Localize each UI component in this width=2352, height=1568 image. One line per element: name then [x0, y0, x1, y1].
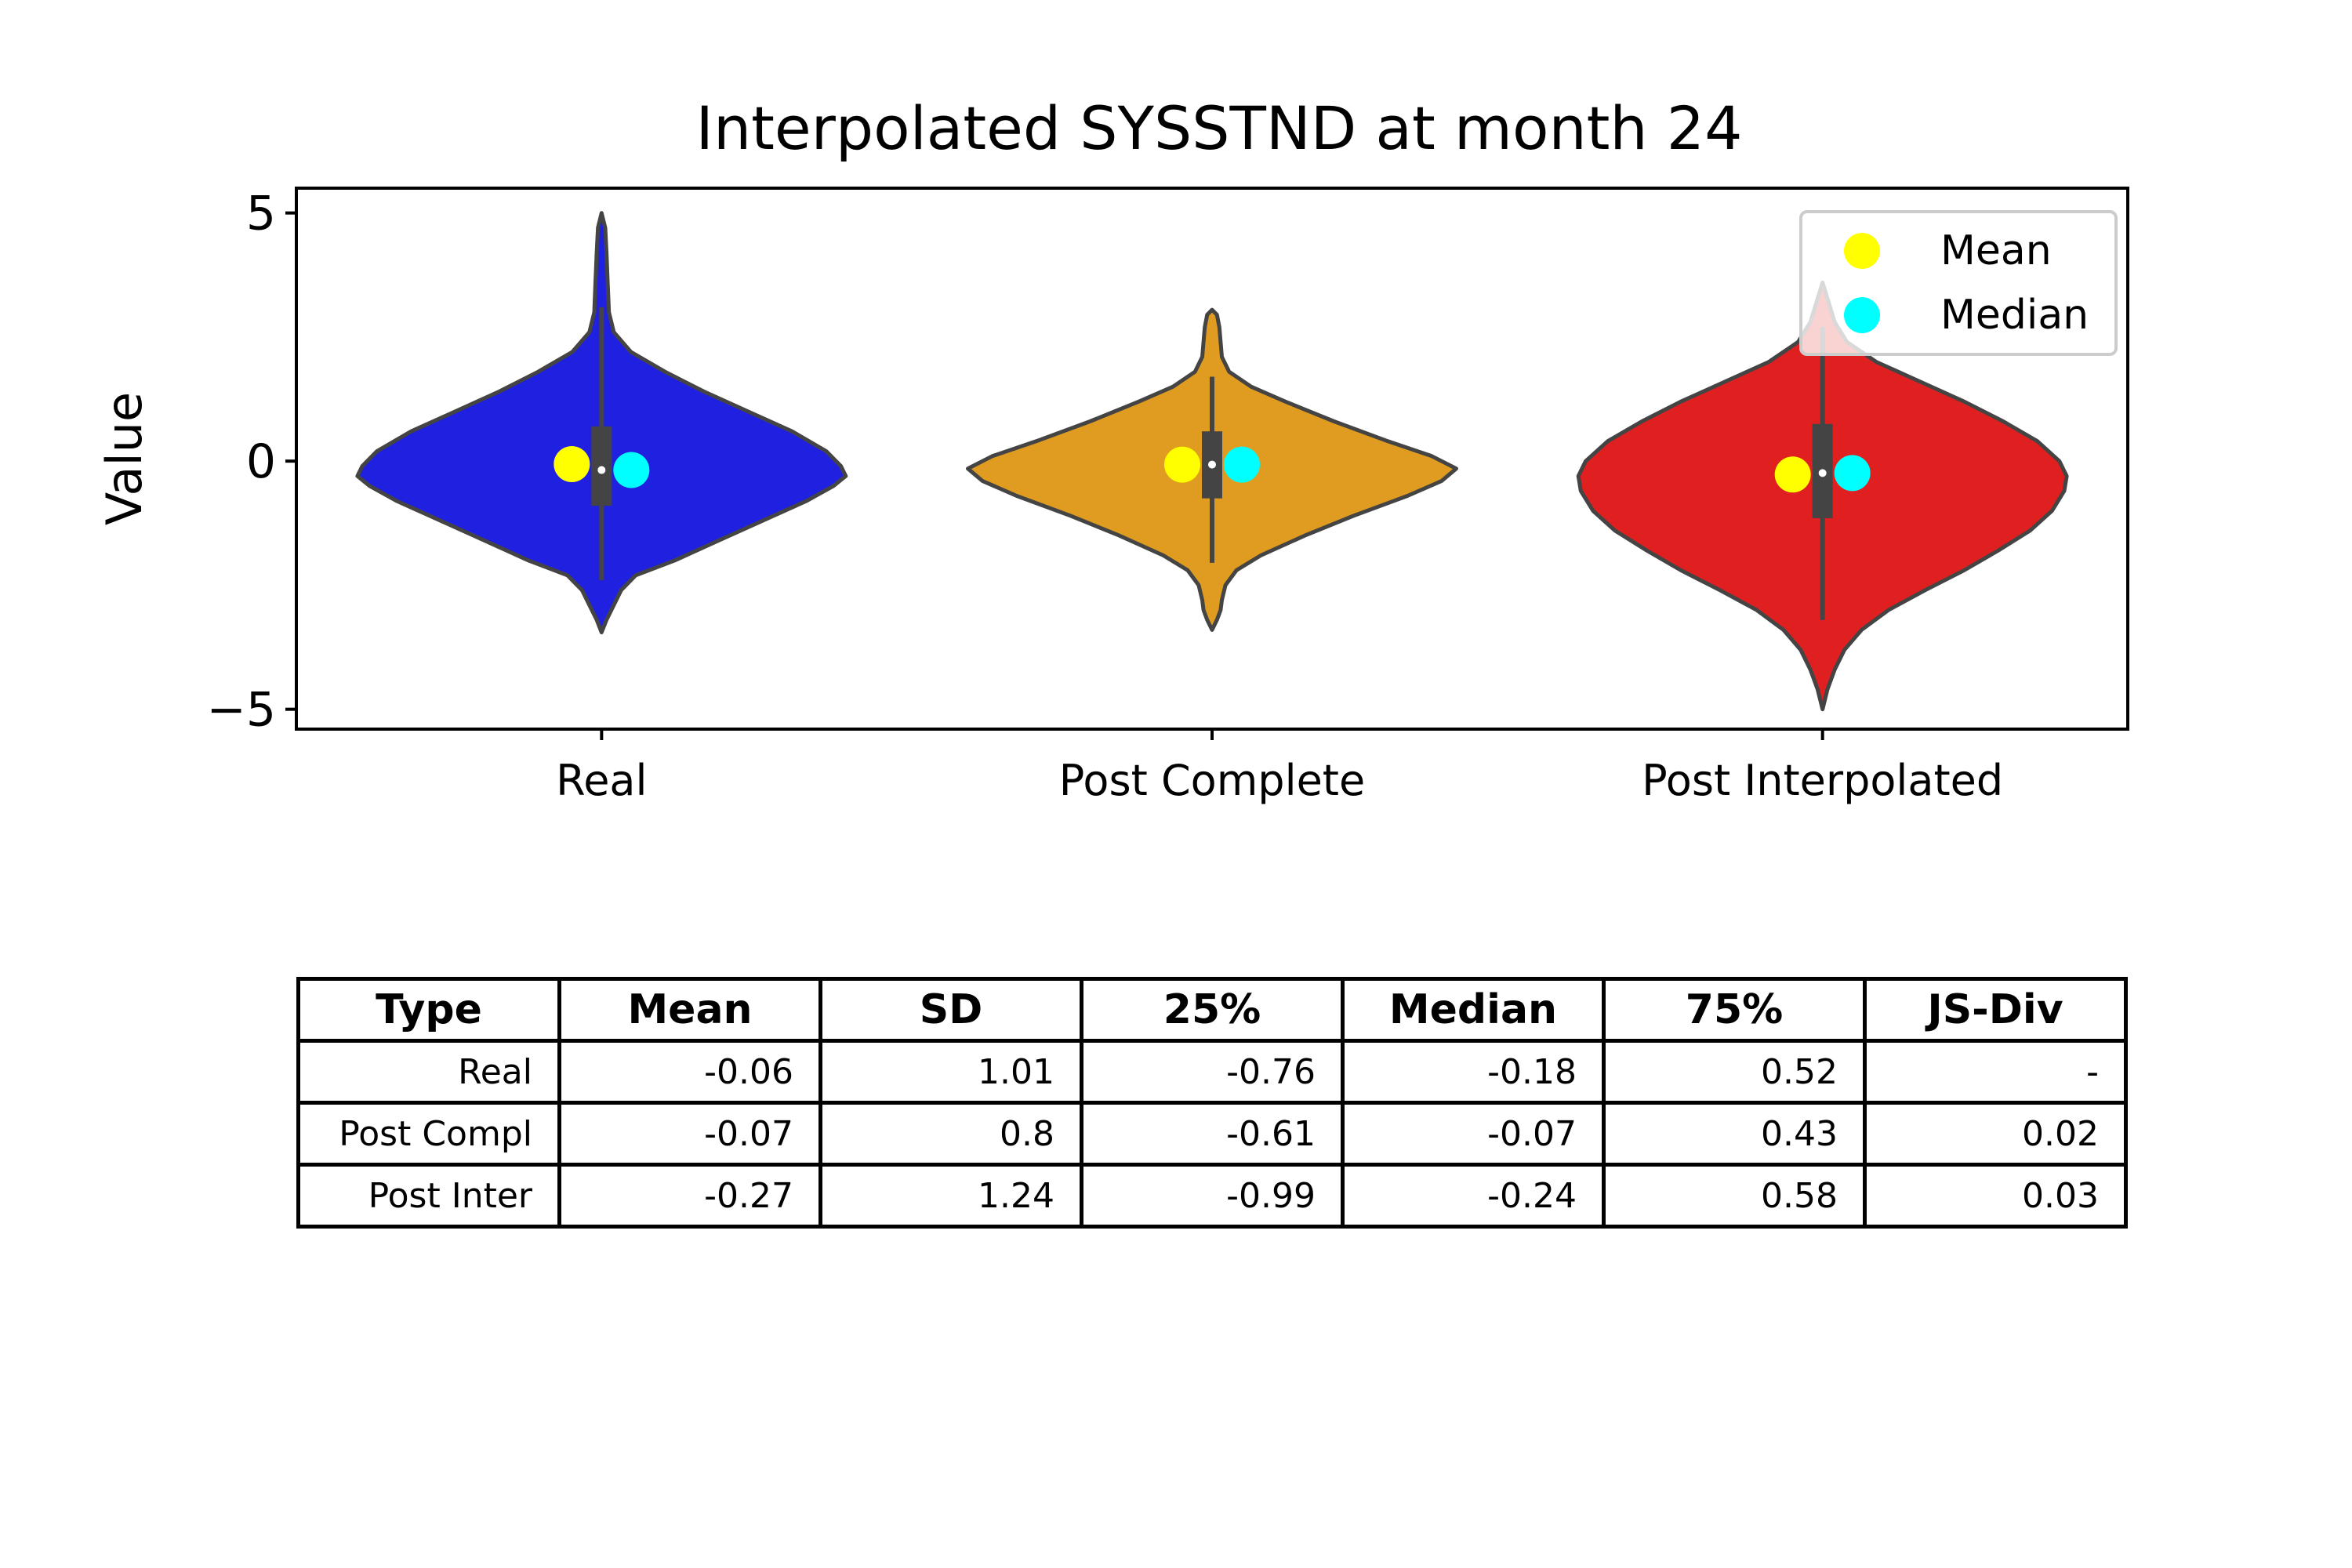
- mean-marker: [554, 445, 590, 482]
- table-row: Post Inter -0.27 1.24 -0.99 -0.24 0.58 0…: [296, 1163, 2128, 1229]
- table-cell: 0.03: [1863, 1163, 2128, 1229]
- stats-table: Type Mean SD 25% Median 75% JS-Div Real …: [296, 977, 2128, 1229]
- legend-label: Mean: [1940, 227, 2052, 274]
- table-row: Real -0.06 1.01 -0.76 -0.18 0.52 -: [296, 1039, 2128, 1105]
- table-cell: Real: [296, 1039, 561, 1105]
- table-cell: 1.01: [818, 1039, 1083, 1105]
- median-dot: [597, 466, 606, 474]
- median-marker: [1224, 446, 1260, 483]
- table-cell: 0.8: [818, 1101, 1083, 1167]
- chart-title: Interpolated SYSSTND at month 24: [696, 93, 1743, 163]
- table-cell: -0.07: [1341, 1101, 1606, 1167]
- header-sd: SD: [818, 977, 1083, 1043]
- median-dot: [1818, 469, 1827, 477]
- legend-label: Median: [1940, 292, 2089, 339]
- x-tick-label: Real: [556, 756, 647, 805]
- table-cell: -0.24: [1341, 1163, 1606, 1229]
- table-cell: Post Inter: [296, 1163, 561, 1229]
- median-marker: [613, 452, 650, 488]
- table-cell: -0.61: [1080, 1101, 1345, 1167]
- table-header-row: Type Mean SD 25% Median 75% JS-Div: [296, 977, 2128, 1043]
- iqr-box: [591, 426, 612, 506]
- y-tick-label: −5: [207, 683, 276, 738]
- header-q3: 75%: [1602, 977, 1867, 1043]
- x-tick-label: Post Complete: [1059, 756, 1365, 805]
- mean-marker: [1164, 446, 1200, 483]
- y-tick-label: 5: [246, 187, 276, 241]
- x-axis: Real Post Complete Post Interpolated: [556, 729, 2003, 805]
- header-js-div: JS-Div: [1863, 977, 2128, 1043]
- table-cell: -0.76: [1080, 1039, 1345, 1105]
- median-marker: [1834, 455, 1871, 492]
- violin-real: [355, 211, 848, 635]
- legend: Mean Median: [1799, 210, 2118, 356]
- plot-frame: [295, 187, 2129, 731]
- x-tick-label: Post Interpolated: [1642, 756, 2003, 805]
- table-cell: 0.52: [1602, 1039, 1867, 1105]
- table-cell: Post Compl: [296, 1101, 561, 1167]
- table-cell: 0.58: [1602, 1163, 1867, 1229]
- violin-post-complete: [966, 307, 1458, 632]
- header-type: Type: [296, 977, 561, 1043]
- header-mean: Mean: [557, 977, 822, 1043]
- table-cell: 0.43: [1602, 1101, 1867, 1167]
- mean-marker: [1774, 456, 1811, 493]
- legend-marker: [1844, 233, 1880, 269]
- legend-marker: [1844, 297, 1880, 333]
- y-axis: 5 0 −5: [207, 187, 296, 738]
- header-q1: 25%: [1080, 977, 1345, 1043]
- y-axis-label: Value: [96, 392, 153, 525]
- table-cell: -: [1863, 1039, 2128, 1105]
- table-row: Post Compl -0.07 0.8 -0.61 -0.07 0.43 0.…: [296, 1101, 2128, 1167]
- table-cell: 1.24: [818, 1163, 1083, 1229]
- table-cell: -0.06: [557, 1039, 822, 1105]
- y-tick-label: 0: [246, 434, 276, 489]
- table-cell: -0.99: [1080, 1163, 1345, 1229]
- table-cell: -0.18: [1341, 1039, 1606, 1105]
- table-cell: -0.27: [557, 1163, 822, 1229]
- table-cell: 0.02: [1863, 1101, 2128, 1167]
- header-median: Median: [1341, 977, 1606, 1043]
- violin-group: [355, 211, 2069, 712]
- median-dot: [1208, 460, 1216, 469]
- table-cell: -0.07: [557, 1101, 822, 1167]
- violin-post-interpolated: [1576, 280, 2069, 712]
